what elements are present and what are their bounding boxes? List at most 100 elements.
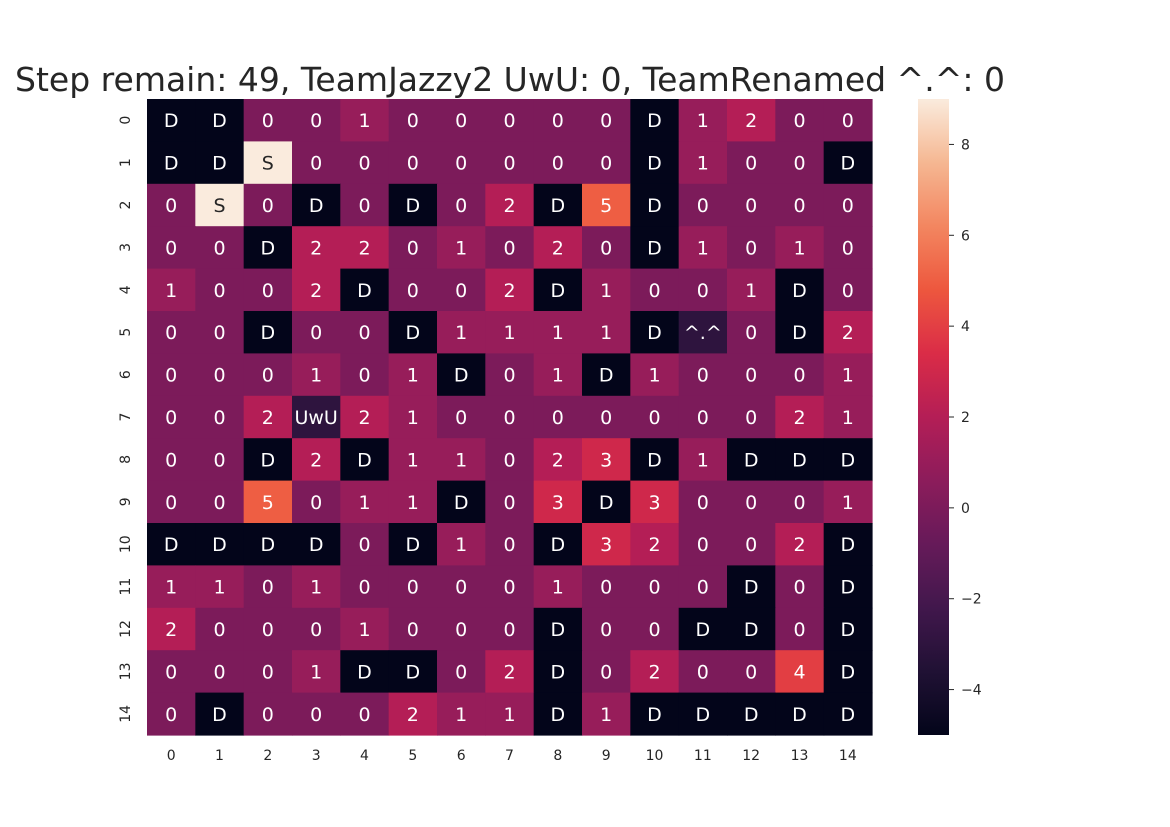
heatmap-cell bbox=[388, 650, 438, 694]
heatmap-cell bbox=[727, 183, 776, 227]
heatmap-cell bbox=[340, 692, 390, 736]
heatmap-cell bbox=[388, 607, 438, 651]
cell-annotation: D bbox=[212, 704, 227, 726]
cell-annotation: 0 bbox=[213, 237, 225, 259]
heatmap-cell bbox=[727, 268, 776, 312]
x-tick-label: 1 bbox=[215, 748, 224, 764]
heatmap-cell bbox=[485, 268, 535, 312]
y-tick-label: 12 bbox=[118, 620, 134, 638]
heatmap-cell bbox=[485, 311, 535, 354]
cell-annotation: D bbox=[841, 449, 856, 471]
heatmap-cell bbox=[292, 692, 341, 736]
cell-annotation: 0 bbox=[310, 110, 322, 132]
cell-annotation: 0 bbox=[745, 153, 757, 175]
cell-annotation: 2 bbox=[262, 407, 274, 429]
cell-annotation: 0 bbox=[745, 322, 757, 344]
cell-annotation: 0 bbox=[165, 195, 177, 217]
cell-annotation: UwU bbox=[294, 407, 337, 429]
cell-annotation: D bbox=[357, 661, 372, 683]
heatmap-cell bbox=[630, 183, 680, 227]
cell-annotation: 0 bbox=[503, 110, 515, 132]
heatmap-cell bbox=[340, 141, 390, 185]
cell-annotation: D bbox=[841, 534, 856, 556]
cell-annotation: 0 bbox=[358, 322, 370, 344]
heatmap-cell bbox=[775, 480, 825, 524]
x-tick-label: 2 bbox=[263, 748, 272, 764]
heatmap-cell bbox=[147, 311, 196, 354]
heatmap-cell bbox=[437, 311, 486, 354]
heatmap-cell bbox=[775, 692, 825, 736]
heatmap-cell bbox=[678, 311, 728, 354]
cell-annotation: 0 bbox=[842, 110, 854, 132]
heatmap-cell bbox=[678, 480, 728, 524]
heatmap-cell bbox=[582, 565, 631, 609]
heatmap-cell bbox=[582, 650, 631, 694]
cell-annotation: S bbox=[262, 153, 274, 175]
x-tick-label: 13 bbox=[791, 748, 809, 764]
heatmap-cell bbox=[630, 565, 680, 609]
heatmap-cell bbox=[823, 395, 873, 439]
cell-annotation: 0 bbox=[165, 322, 177, 344]
x-tick-label: 4 bbox=[360, 748, 369, 764]
y-tick-label: 6 bbox=[118, 370, 134, 379]
cell-annotation: 0 bbox=[310, 704, 322, 726]
heatmap-cell bbox=[437, 99, 486, 142]
x-tick-label: 7 bbox=[505, 748, 514, 764]
heatmap-cell bbox=[485, 607, 535, 651]
cell-annotation: 1 bbox=[842, 407, 854, 429]
cell-annotation: 1 bbox=[407, 449, 419, 471]
cell-annotation: D bbox=[357, 449, 372, 471]
x-tick-label: 12 bbox=[742, 748, 760, 764]
heatmap-cell bbox=[630, 607, 680, 651]
cell-annotation: D bbox=[261, 534, 276, 556]
cell-annotation: 0 bbox=[745, 492, 757, 514]
y-tick-label: 8 bbox=[118, 455, 134, 464]
heatmap-cell bbox=[340, 353, 390, 397]
cell-annotation: D bbox=[261, 322, 276, 344]
heatmap-cell bbox=[485, 183, 535, 227]
heatmap-cell bbox=[678, 141, 728, 185]
heatmap-cell bbox=[147, 692, 196, 736]
heatmap-cell bbox=[292, 226, 341, 270]
heatmap-cell bbox=[147, 438, 196, 482]
cell-annotation: D bbox=[696, 704, 711, 726]
heatmap-cell bbox=[195, 353, 245, 397]
cell-annotation: 0 bbox=[842, 280, 854, 302]
heatmap-cell bbox=[195, 226, 245, 270]
cell-annotation: D bbox=[647, 704, 662, 726]
y-tick-label: 5 bbox=[118, 328, 134, 337]
heatmap-cell bbox=[388, 692, 438, 736]
cell-annotation: D bbox=[212, 534, 227, 556]
heatmap-cell bbox=[340, 183, 390, 227]
cell-annotation: 0 bbox=[310, 322, 322, 344]
cell-annotation: D bbox=[792, 704, 807, 726]
heatmap-cell bbox=[678, 650, 728, 694]
cell-annotation: 2 bbox=[552, 237, 564, 259]
y-tick-label: 3 bbox=[118, 243, 134, 252]
colorbar-tick-label: −2 bbox=[961, 592, 982, 608]
cell-annotation: 5 bbox=[600, 195, 612, 217]
cell-annotation: D bbox=[212, 110, 227, 132]
cell-annotation: 1 bbox=[552, 322, 564, 344]
heatmap-cell bbox=[823, 523, 873, 566]
heatmap-cell bbox=[630, 523, 680, 566]
cell-annotation: 0 bbox=[358, 577, 370, 599]
heatmap-cell bbox=[147, 395, 196, 439]
cell-annotation: 1 bbox=[697, 153, 709, 175]
heatmap-cell bbox=[775, 650, 825, 694]
heatmap-cell bbox=[388, 565, 438, 609]
cell-annotation: 0 bbox=[600, 577, 612, 599]
heatmap-cell bbox=[775, 141, 825, 185]
cell-annotation: 0 bbox=[455, 619, 467, 641]
cell-annotation: D bbox=[647, 195, 662, 217]
heatmap-cell bbox=[437, 395, 486, 439]
heatmap-cell bbox=[823, 311, 873, 354]
cell-annotation: 4 bbox=[793, 661, 805, 683]
heatmap-cell bbox=[533, 438, 583, 482]
cell-annotation: 0 bbox=[165, 492, 177, 514]
heatmap-cell bbox=[485, 523, 535, 566]
cell-annotation: 0 bbox=[600, 407, 612, 429]
cell-annotation: 1 bbox=[165, 280, 177, 302]
heatmap-cell bbox=[195, 395, 245, 439]
